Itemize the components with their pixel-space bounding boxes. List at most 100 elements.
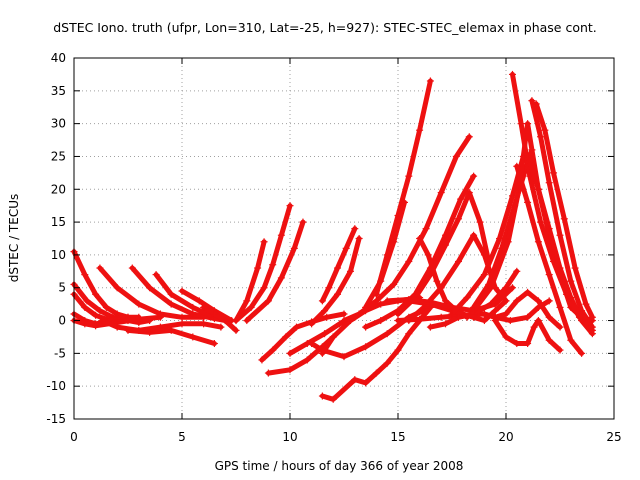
data-point [405,330,413,338]
data-point [167,326,175,334]
data-point [372,369,380,377]
data-point [189,333,197,341]
data-point [530,323,538,331]
data-point [476,218,484,226]
data-point [433,277,441,285]
data-point [269,261,277,269]
data-point [480,317,488,325]
data-point [508,284,516,292]
data-point [480,251,488,259]
y-tick-label: 15 [51,215,66,229]
data-point [426,77,434,85]
data-point [416,126,424,134]
series-40 [532,100,596,321]
data-point [377,317,385,325]
series-9 [98,317,225,334]
data-point [405,257,413,265]
data-point [83,297,91,305]
y-tick-label: 20 [51,182,66,196]
data-point [457,195,465,203]
data-point [189,310,197,318]
data-point [454,257,462,265]
series-43 [491,317,564,354]
data-point [394,317,402,325]
data-point [308,340,316,348]
data-point [470,231,478,239]
data-point [96,307,104,315]
data-point [383,359,391,367]
data-point [502,284,510,292]
data-point [346,267,354,275]
data-point [178,320,186,328]
axis-ticks: 0 5 10 15 20 25 -15 -10 -5 0 5 10 15 20 25 30 35 40 [46,51,621,444]
data-point [340,310,348,318]
y-tick-label: -5 [54,346,66,360]
data-point [452,152,460,160]
data-point [221,317,229,325]
series-line [233,239,267,323]
series-21 [318,225,359,305]
data-point [560,215,568,223]
data-point [334,264,342,272]
data-point [422,225,430,233]
data-point [454,215,462,223]
data-point [178,313,186,321]
data-point [355,310,363,318]
data-point [545,313,553,321]
data-point [588,313,596,321]
data-point [465,133,473,141]
data-point [578,349,586,357]
data-point [92,311,100,319]
data-point [243,297,251,305]
data-point [491,307,499,315]
data-point [448,310,456,318]
data-point [325,284,333,292]
series-line [363,199,407,310]
data-point [517,120,525,128]
series-12 [200,303,240,334]
data-point [437,313,445,321]
data-point [92,322,100,330]
data-point [534,297,542,305]
data-point [318,297,326,305]
data-point [528,97,536,105]
series-44 [480,288,564,331]
y-axis-label: dSTEC / TECUs [7,194,21,283]
data-point [286,366,294,374]
data-point [243,317,251,325]
series-line [395,190,492,317]
x-tick-label: 0 [70,430,78,444]
data-point [491,313,499,321]
data-point [254,264,262,272]
data-point [470,307,478,315]
series-33 [383,284,516,315]
data-point [513,340,521,348]
data-point [286,349,294,357]
data-point [394,346,402,354]
data-point [323,313,331,321]
y-tick-label: 5 [58,281,66,295]
data-point [299,218,307,226]
series-10 [124,326,218,348]
data-point [524,120,532,128]
data-point [377,277,385,285]
data-point [588,330,596,338]
data-point [292,323,300,331]
data-point [98,317,106,325]
data-point [541,126,549,134]
data-point [146,328,154,336]
data-point [128,264,136,272]
data-point [124,326,132,334]
data-point [303,356,311,364]
data-point [351,225,359,233]
data-point [513,267,521,275]
data-point [167,300,175,308]
data-point [524,288,532,296]
data-point [210,310,218,318]
y-tick-label: -15 [46,412,66,426]
data-point [390,238,398,246]
data-point [81,303,89,311]
data-point [496,235,504,242]
series-26 [340,133,473,325]
data-point [282,333,290,341]
